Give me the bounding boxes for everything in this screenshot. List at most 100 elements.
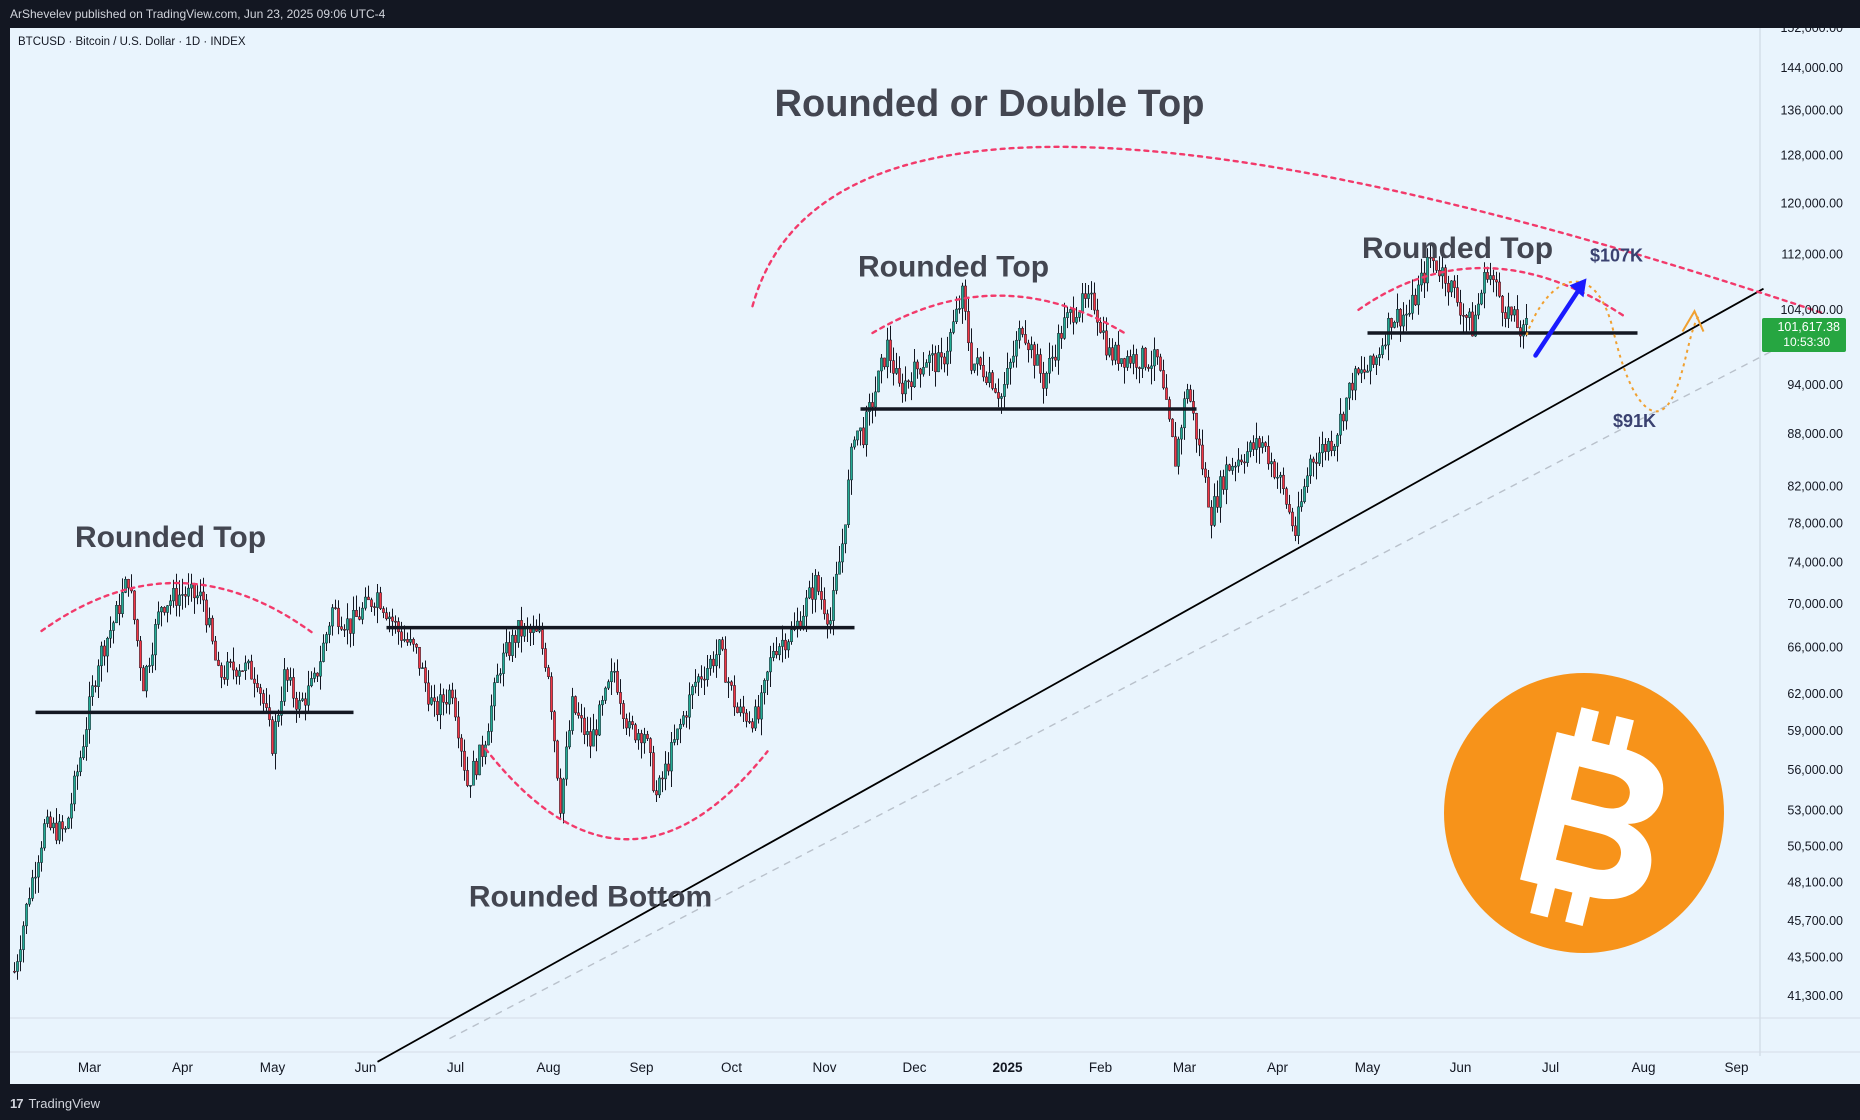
time-tick-label[interactable]: Jul bbox=[1542, 1060, 1559, 1075]
price-tick-label[interactable]: 152,000.00 bbox=[1780, 21, 1843, 35]
time-tick-label[interactable]: Mar bbox=[78, 1060, 102, 1075]
candle bbox=[865, 411, 868, 446]
candle bbox=[496, 674, 499, 683]
time-tick-label[interactable]: Sep bbox=[629, 1060, 653, 1075]
candle bbox=[1324, 444, 1327, 452]
price-tick-label[interactable]: 136,000.00 bbox=[1780, 103, 1843, 117]
price-tick-label[interactable]: 104,000.00 bbox=[1780, 303, 1843, 317]
pattern-label: Rounded Top bbox=[858, 250, 1049, 283]
candle bbox=[1078, 312, 1081, 318]
candle bbox=[1474, 314, 1477, 337]
candle bbox=[436, 701, 439, 716]
time-tick-label[interactable]: Nov bbox=[812, 1060, 836, 1075]
time-tick-label[interactable]: Aug bbox=[1631, 1060, 1655, 1075]
candle bbox=[406, 639, 409, 643]
last-price-label[interactable]: 101,617.38 bbox=[1777, 320, 1840, 334]
candle bbox=[382, 608, 385, 613]
price-tick-label[interactable]: 82,000.00 bbox=[1787, 479, 1843, 493]
price-axis[interactable]: 152,000.00 144,000.00 136,000.00 128,000.00… bbox=[1762, 21, 1846, 1003]
price-tick-label[interactable]: 78,000.00 bbox=[1787, 517, 1843, 531]
candle bbox=[562, 778, 565, 814]
candle bbox=[1213, 496, 1216, 526]
tradingview-brand[interactable]: 17 TradingView bbox=[10, 1096, 100, 1111]
candle bbox=[1063, 317, 1066, 339]
candle bbox=[40, 847, 43, 863]
candle bbox=[931, 353, 934, 356]
candle bbox=[163, 607, 166, 613]
price-tick-label[interactable]: 48,100.00 bbox=[1787, 876, 1843, 890]
price-tick-label[interactable]: 144,000.00 bbox=[1780, 61, 1843, 75]
chart[interactable]: 152,000.00 144,000.00 136,000.00 128,000.00… bbox=[0, 0, 1860, 1088]
price-tick-label[interactable]: 50,500.00 bbox=[1787, 840, 1843, 854]
symbol-legend[interactable]: BTCUSD · Bitcoin / U.S. Dollar · 1D · IN… bbox=[18, 36, 246, 48]
time-tick-label[interactable]: Feb bbox=[1089, 1060, 1112, 1075]
candle bbox=[1129, 356, 1132, 364]
candle bbox=[49, 816, 52, 829]
candle bbox=[517, 620, 520, 643]
time-tick-label[interactable]: May bbox=[1355, 1060, 1381, 1075]
candle bbox=[1393, 321, 1396, 328]
candle bbox=[1183, 398, 1186, 429]
candle bbox=[1402, 314, 1405, 327]
projection-path bbox=[1525, 280, 1702, 413]
candle bbox=[1273, 461, 1276, 478]
candle bbox=[637, 733, 640, 741]
price-tick-label[interactable]: 53,000.00 bbox=[1787, 804, 1843, 818]
time-tick-label[interactable]: Jun bbox=[1450, 1060, 1472, 1075]
time-tick-label[interactable]: Jun bbox=[355, 1060, 377, 1075]
candle bbox=[190, 583, 193, 589]
candle bbox=[1318, 452, 1321, 464]
candle bbox=[1099, 322, 1102, 333]
time-tick-label[interactable]: May bbox=[260, 1060, 286, 1075]
candle bbox=[1228, 464, 1231, 471]
price-tick-label[interactable]: 56,000.00 bbox=[1787, 763, 1843, 777]
candle-countdown[interactable]: 10:53:30 bbox=[1783, 335, 1830, 349]
last-price-badge[interactable] bbox=[1762, 318, 1846, 353]
price-tick-label[interactable]: 66,000.00 bbox=[1787, 641, 1843, 655]
time-tick-label[interactable]: Sep bbox=[1724, 1060, 1748, 1075]
candle bbox=[202, 591, 205, 601]
candle bbox=[718, 639, 721, 655]
candle bbox=[1252, 442, 1255, 450]
price-tick-label[interactable]: 62,000.00 bbox=[1787, 687, 1843, 701]
price-tick-label[interactable]: 74,000.00 bbox=[1787, 556, 1843, 570]
price-tick-label[interactable]: 70,000.00 bbox=[1787, 597, 1843, 611]
time-tick-label[interactable]: 2025 bbox=[992, 1060, 1023, 1075]
candle bbox=[361, 607, 364, 620]
time-tick-label[interactable]: Apr bbox=[1267, 1060, 1289, 1075]
candle bbox=[442, 694, 445, 703]
candle bbox=[427, 682, 430, 705]
price-tick-label[interactable]: 43,500.00 bbox=[1787, 950, 1843, 964]
time-axis[interactable]: Mar Apr May Jun Jul Aug Sep Oct Nov Dec 2025 Feb Mar… bbox=[78, 1060, 1749, 1075]
price-tick-label[interactable]: 128,000.00 bbox=[1780, 149, 1843, 163]
candle bbox=[1345, 397, 1348, 422]
candle bbox=[1045, 372, 1048, 389]
price-tick-label[interactable]: 94,000.00 bbox=[1787, 378, 1843, 392]
time-tick-label[interactable]: Aug bbox=[536, 1060, 560, 1075]
price-tick-label[interactable]: 59,000.00 bbox=[1787, 724, 1843, 738]
candle bbox=[1255, 438, 1258, 450]
price-tick-label[interactable]: 112,000.00 bbox=[1781, 248, 1843, 262]
candle bbox=[346, 618, 349, 631]
candle bbox=[934, 353, 937, 373]
candle bbox=[586, 731, 589, 735]
price-tick-label[interactable]: 41,300.00 bbox=[1787, 989, 1843, 1003]
candle bbox=[1399, 308, 1402, 327]
candle bbox=[820, 591, 823, 600]
time-tick-label[interactable]: Jul bbox=[447, 1060, 464, 1075]
pattern-label: Rounded Top bbox=[75, 521, 266, 554]
time-tick-label[interactable]: Mar bbox=[1173, 1060, 1197, 1075]
candle bbox=[1348, 382, 1351, 399]
price-tick-label[interactable]: 45,700.00 bbox=[1787, 914, 1843, 928]
time-tick-label[interactable]: Oct bbox=[721, 1060, 742, 1075]
candle bbox=[859, 427, 862, 432]
candle bbox=[1321, 444, 1324, 454]
candle bbox=[223, 677, 226, 680]
candle bbox=[262, 693, 265, 704]
price-tick-label[interactable]: 120,000.00 bbox=[1780, 196, 1843, 210]
candle bbox=[343, 629, 346, 631]
price-tick-label[interactable]: 88,000.00 bbox=[1787, 427, 1843, 441]
candle bbox=[1207, 476, 1210, 508]
time-tick-label[interactable]: Dec bbox=[902, 1060, 926, 1075]
time-tick-label[interactable]: Apr bbox=[172, 1060, 194, 1075]
